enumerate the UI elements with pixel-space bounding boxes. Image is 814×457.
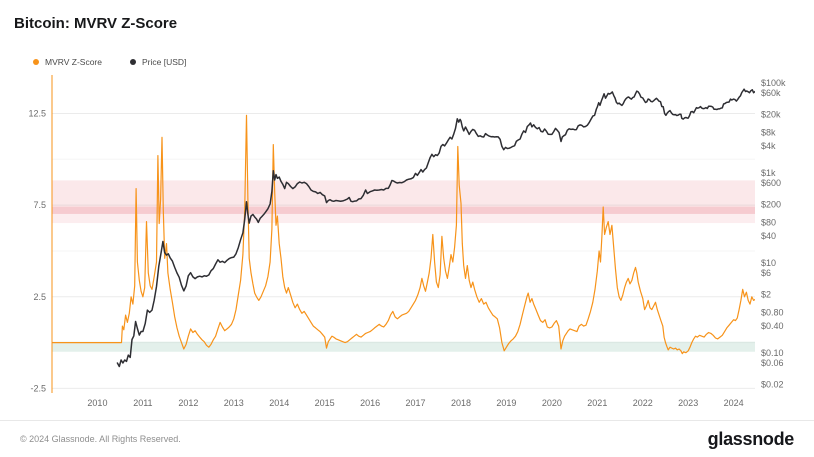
chart-plot-area[interactable]: 12.5 7.5 2.5 -2.5 $100k$60k $20k $8k $4k $1k$600… xyxy=(0,72,814,414)
x-axis-year-label: 2022 xyxy=(633,398,653,408)
chart-footer: © 2024 Glassnode. All Rights Reserved. g… xyxy=(0,420,814,457)
left-axis-tick-label: 12.5 xyxy=(28,108,46,118)
left-axis-tick-label: 7.5 xyxy=(33,200,46,210)
copyright-text: © 2024 Glassnode. All Rights Reserved. xyxy=(20,434,181,444)
chart-title: Bitcoin: MVRV Z-Score xyxy=(14,15,178,32)
right-axis-tick-label: $0.02 xyxy=(761,379,784,389)
legend-item-mvrv[interactable]: MVRV Z-Score xyxy=(33,57,102,67)
right-axis-tick-label: $0.06 xyxy=(761,358,784,368)
x-axis-year-label: 2012 xyxy=(178,398,198,408)
overvalued-band-lower xyxy=(52,213,755,224)
overvalued-band-core xyxy=(52,206,755,214)
mvrv-legend-dot-icon xyxy=(33,59,39,65)
x-axis-year-label: 2018 xyxy=(451,398,471,408)
mvrv-zscore-line xyxy=(52,114,755,355)
price-line xyxy=(116,88,755,368)
x-axis-year-label: 2020 xyxy=(542,398,562,408)
right-axis-tick-label: $8k xyxy=(761,127,776,137)
x-axis-year-label: 2023 xyxy=(678,398,698,408)
right-axis-tick-label: $4k xyxy=(761,141,776,151)
x-axis-year-label: 2010 xyxy=(87,398,107,408)
right-axis-tick-label: $0.80 xyxy=(761,307,784,317)
x-axis-year-label: 2011 xyxy=(133,398,152,408)
right-axis-tick-label: $200 xyxy=(761,199,781,209)
price-legend-label: Price [USD] xyxy=(142,57,187,67)
right-axis-tick-label: $10 xyxy=(761,258,776,268)
right-axis-tick-label: $60k xyxy=(761,88,781,98)
chart-legend: MVRV Z-Score Price [USD] xyxy=(33,57,186,67)
x-axis-year-label: 2021 xyxy=(587,398,607,408)
glassnode-logo[interactable]: glassnode xyxy=(707,428,795,449)
mvrv-legend-label: MVRV Z-Score xyxy=(45,57,102,67)
overvalued-band-upper xyxy=(52,180,755,207)
right-axis-tick-label: $80 xyxy=(761,217,776,227)
right-axis-tick-label: $600 xyxy=(761,178,781,188)
right-axis-tick-label: $20k xyxy=(761,109,781,119)
x-axis-year-label: 2014 xyxy=(269,398,289,408)
left-axis-tick-label: -2.5 xyxy=(30,383,46,393)
x-axis-year-label: 2019 xyxy=(496,398,516,408)
x-axis-year-label: 2016 xyxy=(360,398,380,408)
right-axis-tick-label: $40 xyxy=(761,231,776,241)
right-axis-tick-label: $100k xyxy=(761,78,786,88)
right-axis-tick-label: $0.40 xyxy=(761,321,784,331)
left-axis-tick-label: 2.5 xyxy=(33,292,46,302)
undervalued-band xyxy=(52,341,755,352)
right-axis-tick-label: $6 xyxy=(761,268,771,278)
x-axis-year-label: 2024 xyxy=(724,398,744,408)
right-axis-tick-label: $1k xyxy=(761,168,776,178)
x-axis-year-label: 2017 xyxy=(406,398,426,408)
x-axis-year-label: 2013 xyxy=(224,398,244,408)
x-axis-year-label: 2015 xyxy=(315,398,335,408)
legend-item-price[interactable]: Price [USD] xyxy=(130,57,186,67)
price-legend-dot-icon xyxy=(130,59,136,65)
right-axis-tick-label: $2 xyxy=(761,289,771,299)
right-axis-tick-label: $0.10 xyxy=(761,348,784,358)
